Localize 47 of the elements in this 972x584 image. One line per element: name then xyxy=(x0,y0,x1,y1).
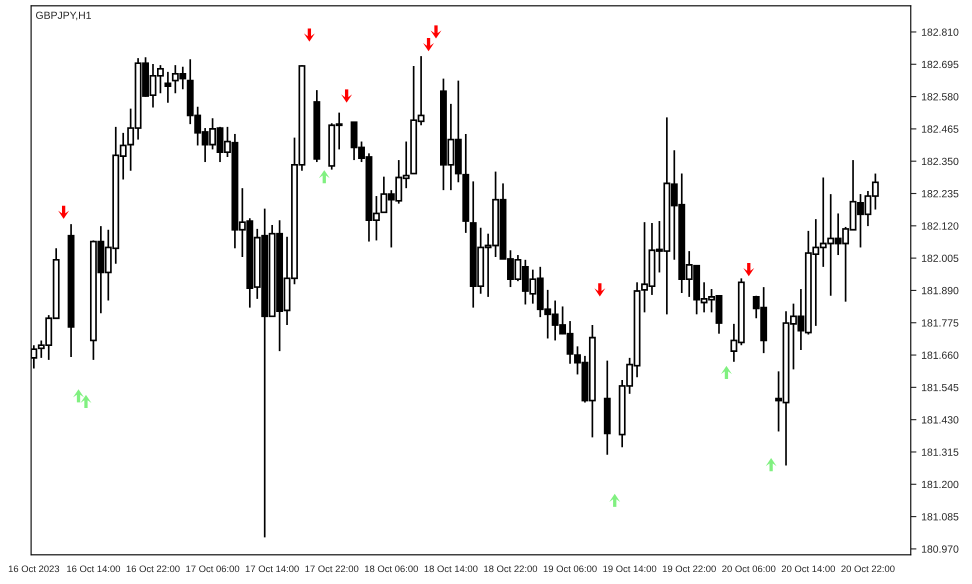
x-tick-label: 16 Oct 22:00 xyxy=(126,565,180,572)
y-tick-label: 181.890 xyxy=(922,286,958,294)
y-tick-label: 182.005 xyxy=(922,254,958,262)
x-tick-label: 18 Oct 22:00 xyxy=(484,565,538,572)
point xyxy=(304,28,315,42)
y-tick-label: 182.695 xyxy=(922,60,958,68)
x-tick-label: 20 Oct 06:00 xyxy=(722,565,776,572)
x-tick-label: 19 Oct 22:00 xyxy=(662,565,716,572)
y-tick-label: 181.545 xyxy=(922,384,958,392)
x-tick-label: 17 Oct 06:00 xyxy=(186,565,240,572)
x-tick-label: 16 Oct 2023 xyxy=(8,565,60,572)
point xyxy=(430,25,442,39)
point xyxy=(73,389,84,402)
x-tick-label: 20 Oct 22:00 xyxy=(841,565,895,572)
point xyxy=(609,494,620,507)
point xyxy=(58,206,70,219)
point xyxy=(594,283,606,296)
x-tick-label: 19 Oct 14:00 xyxy=(603,565,656,572)
y-tick-label: 181.315 xyxy=(922,448,958,456)
x-tick-label: 16 Oct 14:00 xyxy=(67,565,120,572)
y-tick-label: 181.430 xyxy=(922,416,958,424)
x-tick-label: 17 Oct 22:00 xyxy=(305,565,358,572)
chart-title: GBPJPY,H1 xyxy=(36,12,91,20)
y-tick-label: 181.660 xyxy=(922,352,958,359)
point xyxy=(80,394,92,408)
y-tick-label: 182.465 xyxy=(922,125,958,133)
point xyxy=(743,263,754,276)
point xyxy=(318,170,330,184)
y-tick-label: 182.120 xyxy=(922,222,958,230)
y-tick-label: 181.775 xyxy=(922,319,958,327)
y-tick-label: 180.970 xyxy=(922,545,958,553)
point xyxy=(423,38,434,52)
x-tick-label: 19 Oct 06:00 xyxy=(544,565,597,572)
y-tick-label: 182.810 xyxy=(922,28,958,36)
y-tick-label: 182.350 xyxy=(922,158,958,166)
x-tick-label: 18 Oct 06:00 xyxy=(364,565,418,572)
point xyxy=(720,366,732,380)
y-tick-label: 181.085 xyxy=(922,513,958,520)
x-tick-label: 18 Oct 14:00 xyxy=(424,565,478,572)
x-tick-label: 20 Oct 14:00 xyxy=(782,565,836,572)
y-tick-label: 182.580 xyxy=(922,93,958,100)
point xyxy=(766,458,777,472)
y-tick-label: 181.200 xyxy=(922,480,958,488)
candlestick xyxy=(164,71,172,104)
point xyxy=(341,89,352,103)
x-tick-label: 17 Oct 14:00 xyxy=(246,565,299,572)
y-tick-label: 182.235 xyxy=(922,190,958,198)
